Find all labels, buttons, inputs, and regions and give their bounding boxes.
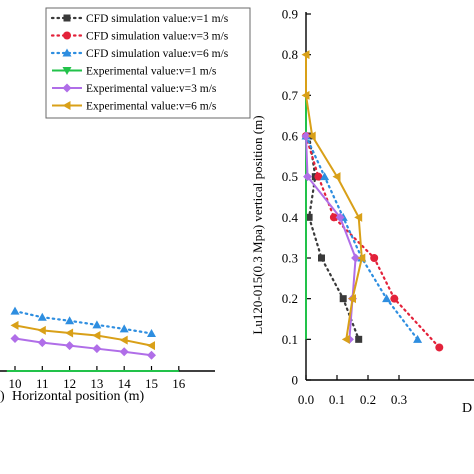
left-data-point [37,338,47,348]
right-x-tick-label: 0.1 [329,392,345,407]
legend-label: Experimental value:v=6 m/s [86,101,217,113]
right-y-tick-label: 0.3 [282,251,298,266]
right-series-line [307,134,360,341]
left-x-tick-label: 13 [90,376,103,391]
legend-label: CFD simulation value:v=6 m/s [86,48,229,60]
right-x-tick-label: 0.2 [360,392,376,407]
legend-marker [63,31,71,40]
right-data-point [341,334,350,344]
left-data-point [147,341,155,351]
left-x-axis-label: Horizontal position (m) [12,389,145,404]
right-data-point [335,212,345,222]
left-plot: 10 11 12 13 14 15 16 [0,306,215,391]
right-data-point [301,50,310,60]
right-y-tick-label: 0.7 [282,88,299,103]
right-y-tick-label: 0.1 [282,332,298,347]
left-data-point [119,347,129,357]
left-series-line [14,337,152,357]
legend-label: CFD simulation value:v=3 m/s [86,31,229,43]
left-data-point [92,344,102,354]
right-data-point [339,295,347,303]
legend-label: CFD simulation value:v=1 m/s [86,13,229,25]
left-x-axis-label-prefix: ) [0,389,5,404]
left-x-tick-label: 12 [63,376,76,391]
right-y-tick-label: 0.2 [282,291,298,306]
right-data-point [370,254,379,262]
right-data-point [355,335,363,343]
right-y-tick-label: 0.9 [282,7,298,22]
left-x-tick-label: 16 [172,376,186,391]
left-x-tick-label: 10 [9,376,22,391]
right-data-point [390,294,399,303]
left-data-point [37,325,46,335]
right-data-point [354,212,363,222]
right-data-point [318,254,325,262]
right-y-tick-label: 0.4 [282,210,299,225]
left-data-point [119,324,129,333]
right-data-point [351,253,361,263]
right-x-axis-label: D [462,401,472,416]
legend-label: Experimental value:v=1 m/s [86,66,217,78]
left-x-tick-label: 11 [36,376,49,391]
right-data-point [307,131,316,141]
legend-marker [62,101,71,110]
right-data-point [435,343,444,352]
left-x-tick-label: 14 [118,376,132,391]
left-data-point [65,316,75,325]
left-data-point [92,331,101,340]
legend-marker [62,67,72,75]
right-data-point [320,172,330,181]
right-y-axis-label: Lu120-015(0.3 Mpa) vertical position (m) [250,115,265,334]
left-series-line [13,310,153,335]
left-x-tick-label: 15 [145,376,158,391]
legend-box [45,7,251,119]
right-y-tick-label: 0 [292,373,299,388]
right-x-tick-label: 0.0 [298,392,314,407]
left-data-point [119,335,128,345]
right-series-line [305,54,363,340]
right-data-point [382,294,392,303]
right-data-point [357,253,366,263]
right-y-tick-label: 0.8 [282,47,298,62]
right-data-point [329,213,338,222]
left-data-point [147,350,156,360]
right-data-point [413,334,423,343]
legend: CFD simulation value:v=1 m/s CFD simulati… [45,7,251,119]
right-y-tick-label: 0.5 [282,169,298,184]
right-data-point [305,213,313,221]
right-data-point [301,90,310,100]
right-plot: 0 0.1 0.2 0.3 0.4 0.5 0.6 0.7 0.8 0.9 0.0 0.1 0.2 0.3 [282,7,474,407]
left-data-point [10,306,20,315]
legend-marker [63,14,71,22]
left-data-point [65,341,75,351]
right-x-tick-label: 0.3 [391,392,407,407]
right-data-point [332,172,341,182]
right-data-point [301,131,311,141]
right-data-point [348,294,356,304]
right-y-tick-label: 0.6 [282,129,299,144]
right-series-line [304,134,441,349]
right-series-line [304,134,419,341]
right-data-point [314,172,323,181]
left-data-point [92,320,102,329]
left-data-point [10,320,19,330]
left-data-point [65,328,74,338]
legend-label: Experimental value:v=3 m/s [86,83,217,95]
legend-marker [62,83,72,93]
right-data-point [303,172,313,182]
left-data-point [37,312,47,321]
left-series-line [14,324,152,347]
legend-marker [62,48,72,57]
left-data-point [147,328,156,337]
left-data-point [10,334,20,344]
